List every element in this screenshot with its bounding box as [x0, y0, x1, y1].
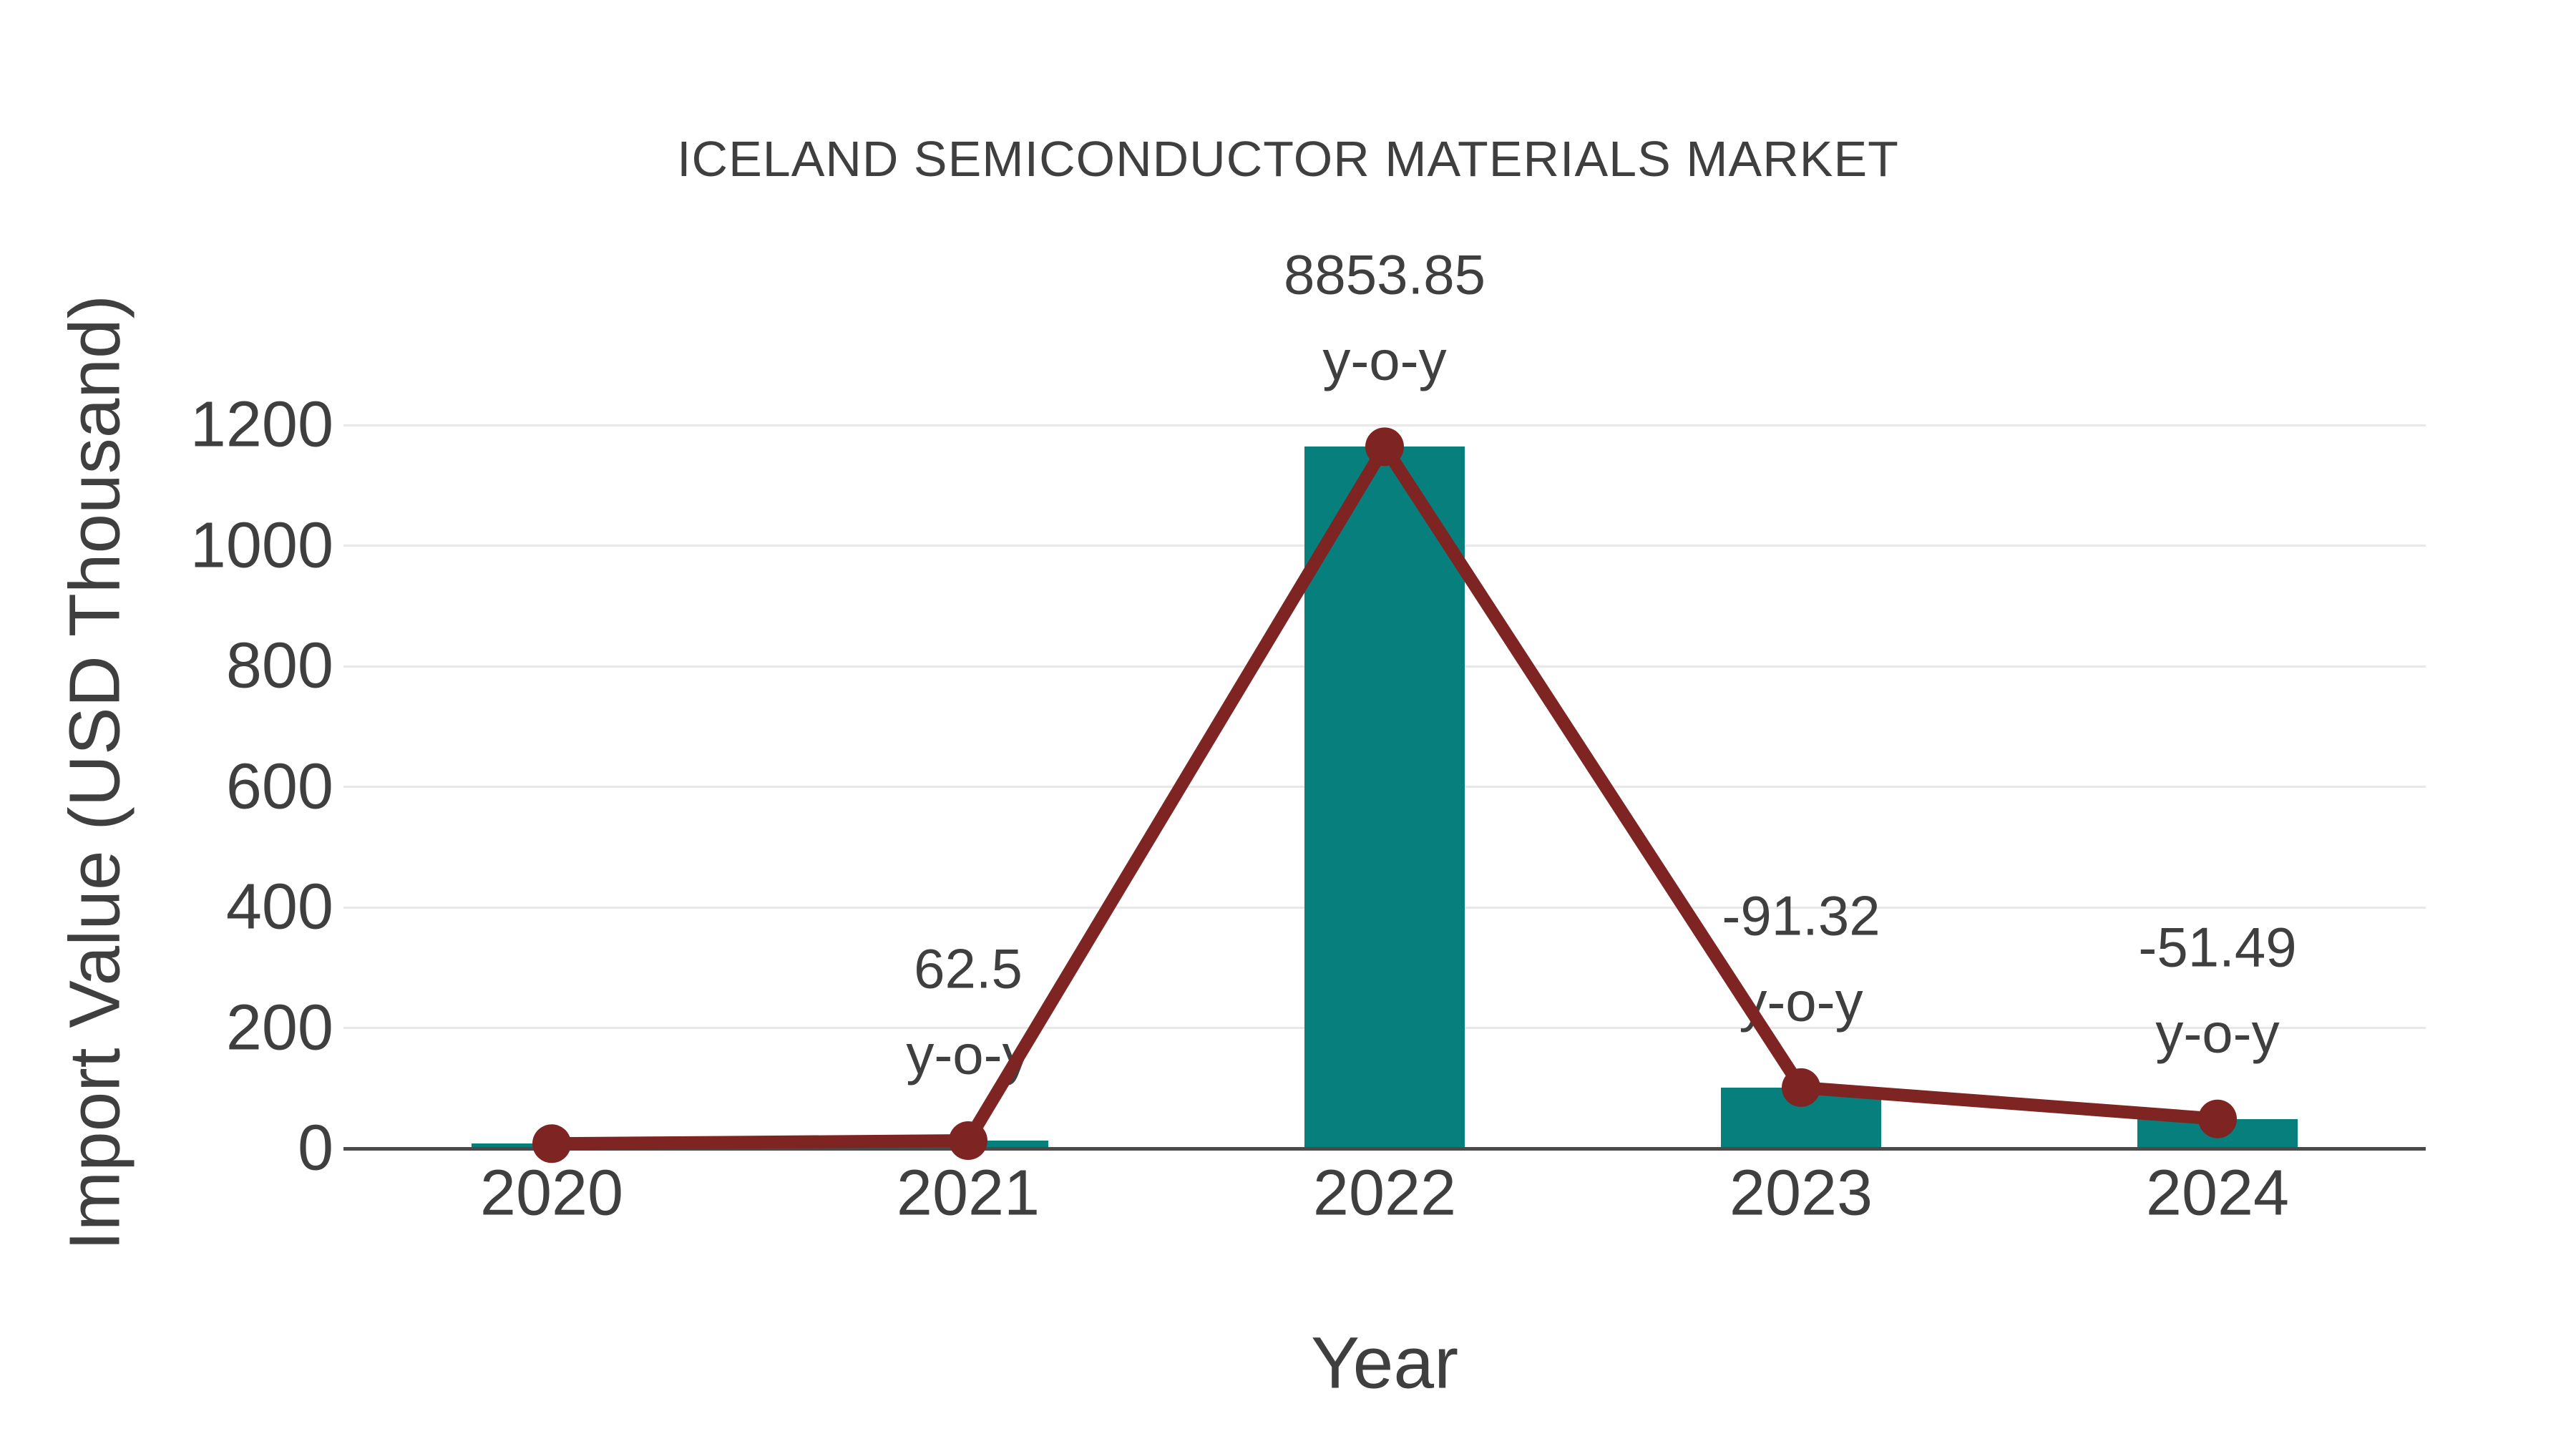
x-tick-label: 2024 [2145, 1157, 2290, 1229]
x-tick-label: 2021 [896, 1157, 1040, 1229]
trend-marker [1782, 1068, 1820, 1107]
x-tick-label: 2022 [1312, 1157, 1457, 1229]
bar [1304, 447, 1465, 1148]
x-axis-line [343, 1147, 2426, 1151]
y-tick-label: 200 [225, 992, 333, 1063]
y-tick-label: 1200 [190, 389, 333, 461]
trend-marker [532, 1124, 571, 1163]
annotation-value: -91.32 [1722, 884, 1880, 947]
annotation-suffix: y-o-y [1322, 328, 1447, 392]
gridline [343, 424, 2426, 426]
x-tick-label: 2020 [479, 1157, 624, 1229]
annotation-value: 8853.85 [1284, 243, 1485, 306]
annotation-value: 62.5 [914, 937, 1023, 1000]
trend-marker [949, 1121, 987, 1161]
trend-line [551, 434, 2218, 1151]
x-tick-label: 2023 [1729, 1157, 1873, 1229]
y-tick-label: 0 [297, 1112, 333, 1184]
trend-marker [2198, 1099, 2237, 1138]
y-tick-label: 1000 [190, 509, 333, 581]
y-tick-label: 800 [225, 630, 333, 702]
chart-title: ICELAND SEMICONDUCTOR MATERIALS MARKET [677, 131, 1899, 187]
y-tick-label: 600 [225, 751, 333, 822]
trend-marker [1365, 427, 1404, 467]
annotation-value: -51.49 [2138, 915, 2297, 979]
y-tick-label: 400 [225, 871, 333, 943]
x-axis-title: Year [1310, 1322, 1459, 1404]
annotation-suffix: y-o-y [2155, 1001, 2280, 1065]
